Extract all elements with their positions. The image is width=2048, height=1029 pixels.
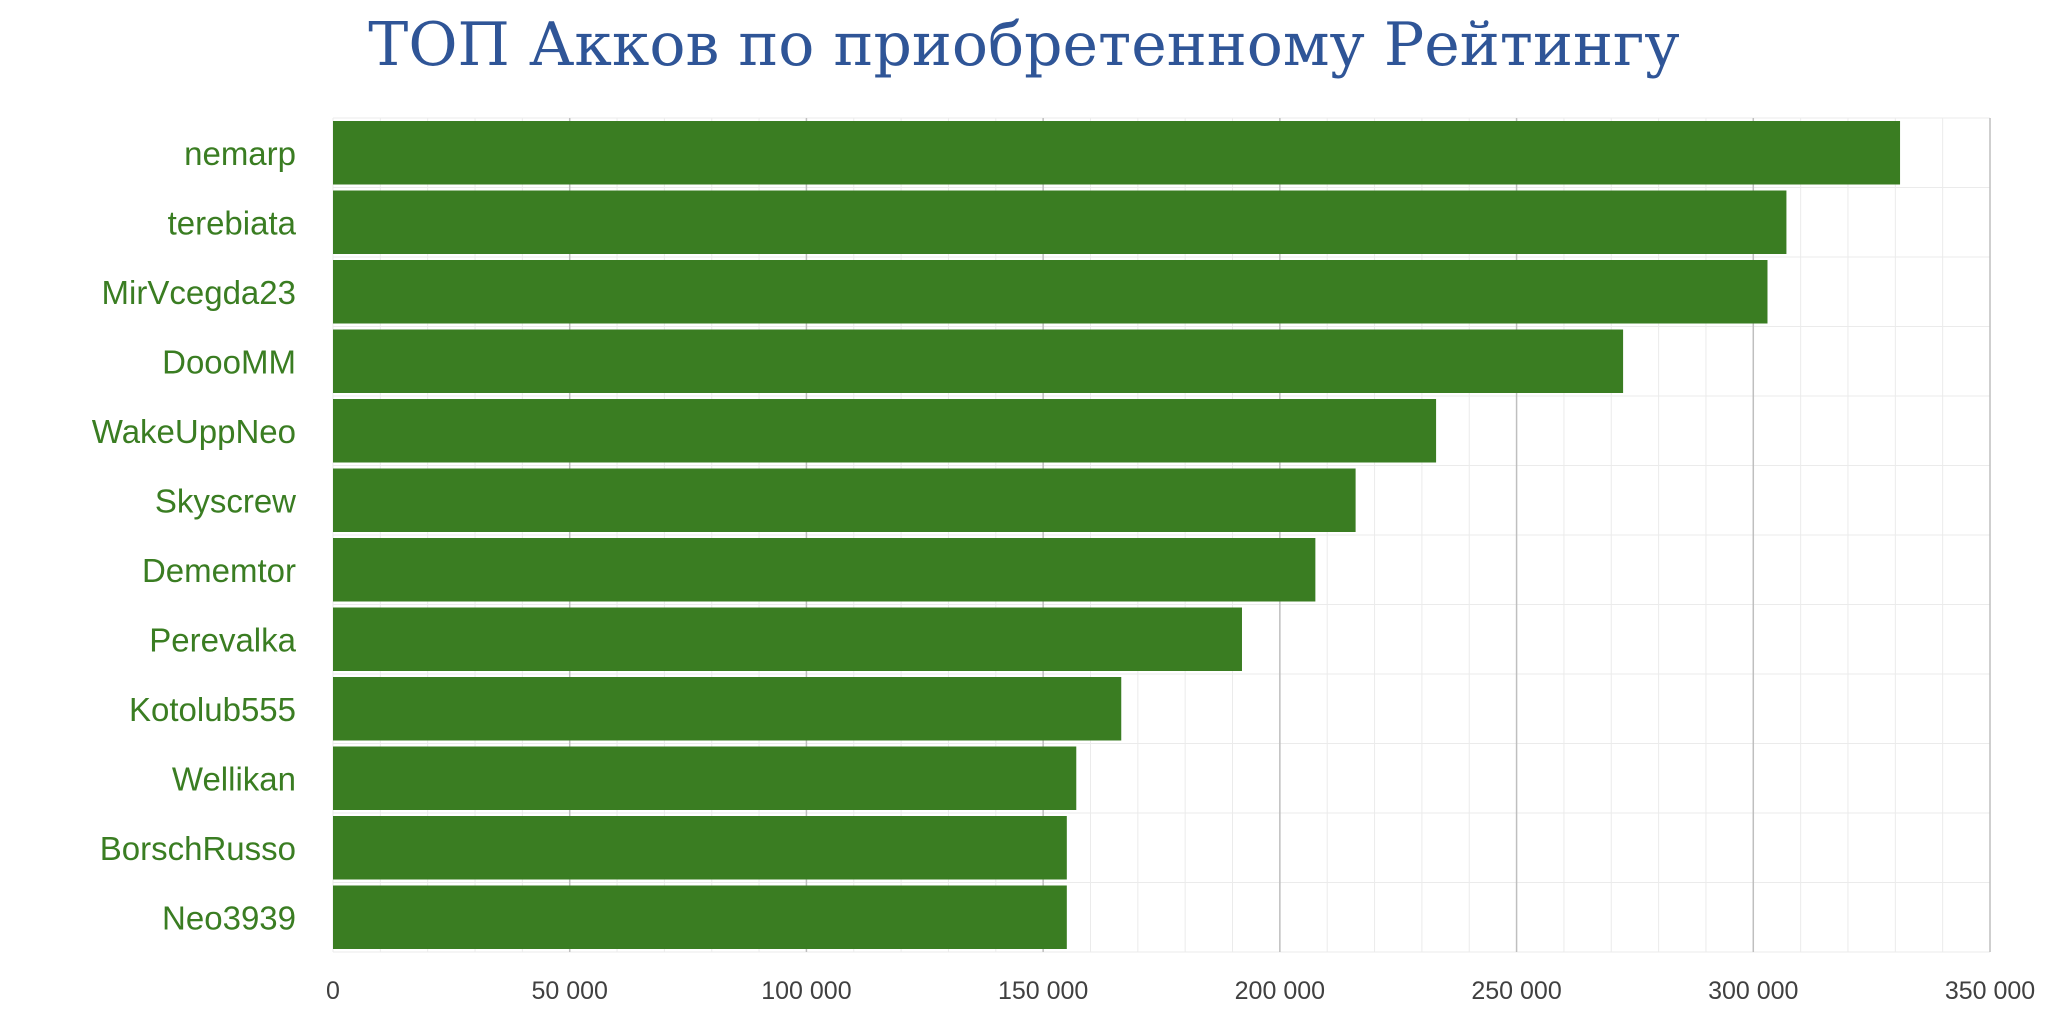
category-label: Skyscrew (155, 482, 296, 519)
category-label: terebiata (168, 204, 297, 241)
x-tick-label: 150 000 (998, 977, 1088, 1005)
category-label: MirVcegda23 (102, 274, 296, 311)
grid-lines (332, 117, 1991, 953)
x-axis-tick-labels: 0 50 000 100 000 150 000 200 000 250 000 300 0… (326, 977, 2035, 1005)
bars (333, 121, 1901, 949)
category-label: Neo3939 (162, 899, 296, 936)
category-label: Wellikan (172, 760, 296, 797)
bar-BorschRusso (333, 816, 1067, 880)
bar-WakeUppNeo (333, 399, 1437, 463)
bar-Neo3939 (333, 885, 1067, 949)
bar-Wellikan (333, 746, 1077, 810)
bar-MirVcegda23 (333, 260, 1768, 324)
bar-Kotolub555 (333, 677, 1122, 741)
chart-title: ТОП Акков по приобретенному Рейтингу (368, 10, 1680, 80)
category-label: WakeUppNeo (92, 413, 296, 450)
bar-nemarp (333, 121, 1901, 185)
x-tick-label: 250 000 (1471, 977, 1561, 1005)
category-labels: nemarp terebiata MirVcegda23 DoooMM WakeUppN… (92, 135, 297, 937)
category-label: Dememtor (142, 552, 296, 589)
x-tick-label: 100 000 (761, 977, 851, 1005)
bar-terebiata (333, 190, 1787, 254)
category-label: DoooMM (162, 343, 296, 380)
category-label: Kotolub555 (129, 691, 296, 728)
bar-Skyscrew (333, 468, 1356, 532)
category-label: nemarp (184, 135, 296, 172)
x-tick-label: 50 000 (531, 977, 607, 1005)
bar-Perevalka (333, 607, 1242, 671)
x-tick-label: 300 000 (1708, 977, 1798, 1005)
bar-Dememtor (333, 538, 1316, 602)
category-label: Perevalka (149, 621, 296, 658)
category-label: BorschRusso (100, 830, 296, 867)
bar-DoooMM (333, 329, 1624, 393)
x-tick-label: 0 (326, 977, 340, 1005)
x-tick-label: 350 000 (1945, 977, 2035, 1005)
x-tick-label: 200 000 (1235, 977, 1325, 1005)
